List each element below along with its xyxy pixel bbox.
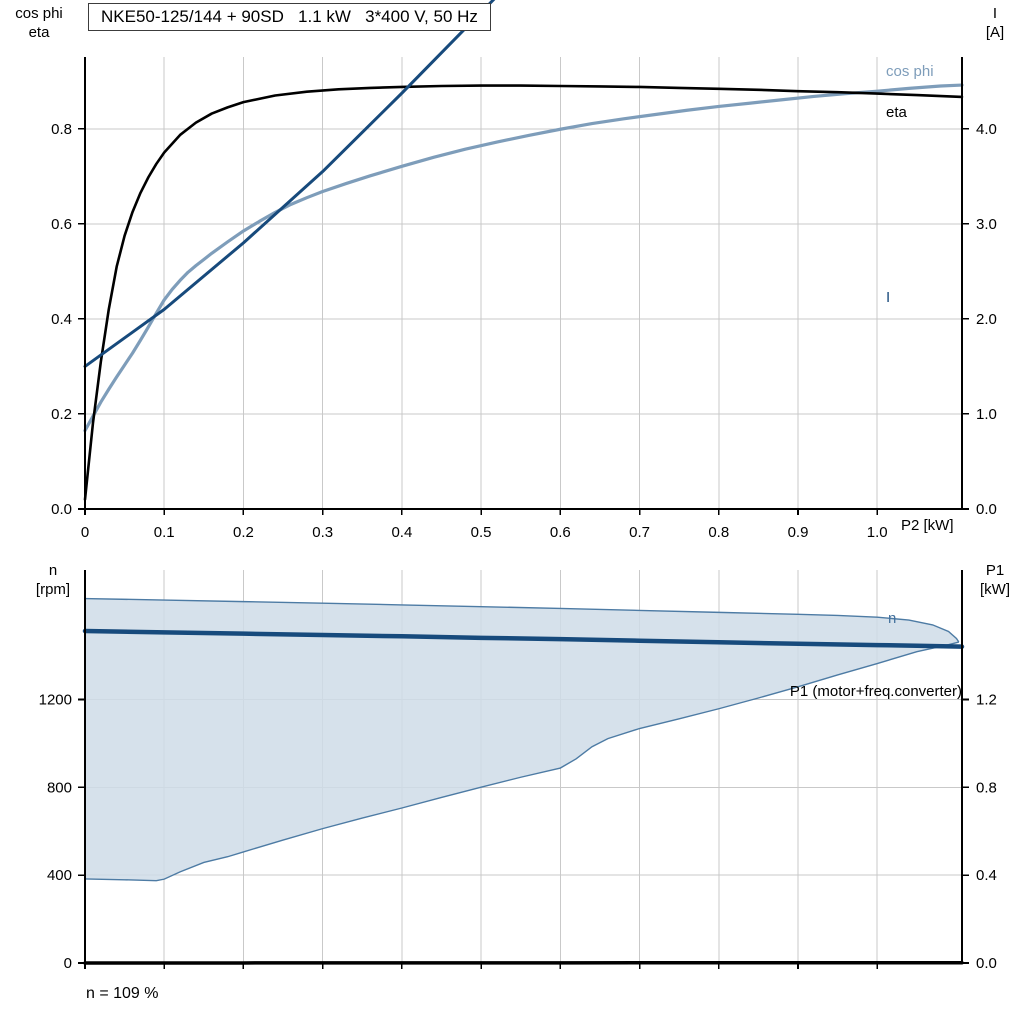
right-tick-label: 0.8 — [976, 779, 997, 796]
left-tick-label: 0.2 — [51, 406, 72, 423]
x-tick-label: 0.8 — [708, 524, 729, 541]
right-tick-label: 1.2 — [976, 692, 997, 709]
current-unit-label: [A] — [985, 23, 1005, 41]
x-tick-label: 0.1 — [154, 524, 175, 541]
bottom-axes — [78, 570, 969, 969]
p1-axis-label: P1 — [985, 562, 1005, 579]
p1-curve-label: P1 (motor+freq.converter) — [789, 683, 962, 700]
speed-axis-label: n — [48, 562, 58, 579]
cosphi-axis-label: cos phi — [15, 5, 63, 22]
speed-percent-caption: n = 109 % — [86, 985, 159, 1002]
left-tick-label: 400 — [47, 867, 72, 884]
speed-curve — [82, 628, 965, 649]
left-tick-label: 0 — [64, 955, 72, 972]
x-tick-label: 0.4 — [391, 524, 412, 541]
top-left-axis-title: cos phi eta — [6, 5, 72, 43]
top-gridlines — [85, 57, 962, 509]
right-tick-label: 0.0 — [976, 501, 997, 518]
left-tick-label: 0.4 — [51, 311, 72, 328]
x-tick-label: 0.2 — [233, 524, 254, 541]
eta-axis-label: eta — [28, 23, 50, 41]
eta-curve-label: eta — [886, 104, 907, 121]
right-tick-label: 1.0 — [976, 406, 997, 423]
right-tick-label: 4.0 — [976, 121, 997, 138]
x-tick-label: 0 — [81, 524, 89, 541]
bottom-panel: 0 400 800 1200 0.0 0.4 0.8 1.2 — [39, 570, 997, 972]
top-axes — [78, 57, 969, 515]
right-tick-label: 0.0 — [976, 955, 997, 972]
speed-control-range-area — [85, 598, 959, 881]
current-axis-label: I — [992, 5, 998, 22]
speed-curve-label: n — [888, 610, 897, 627]
left-tick-label: 0.6 — [51, 216, 72, 233]
cos-phi-curve — [83, 83, 964, 433]
top-right-axis-title: I [A] — [972, 5, 1018, 43]
eta-curve — [83, 84, 964, 501]
right-tick-label: 0.4 — [976, 867, 997, 884]
current-curve — [83, 0, 496, 368]
bottom-right-axis-title: P1 [kW] — [970, 562, 1020, 600]
speed-control-range-upper-bound — [84, 597, 960, 643]
x-tick-label: 0.9 — [788, 524, 809, 541]
chart-title-box: NKE50-125/144 + 90SD 1.1 kW 3*400 V, 50 … — [88, 3, 491, 31]
bottom-left-axis-title: n [rpm] — [22, 562, 84, 600]
left-tick-label: 0.0 — [51, 501, 72, 518]
x-tick-label: 0.5 — [471, 524, 492, 541]
current-curve-label: I — [886, 289, 891, 306]
left-tick-label: 800 — [47, 779, 72, 796]
top-panel: 0 0.1 0.2 0.3 0.4 0.5 0.6 0.7 0.8 0.9 1.0 0.0 0.2 0.4… — [51, 0, 997, 541]
x-tick-label: 0.6 — [550, 524, 571, 541]
left-tick-label: 1200 — [39, 692, 72, 709]
x-tick-label: 0.7 — [629, 524, 650, 541]
right-tick-label: 2.0 — [976, 311, 997, 328]
p1-unit-label: [kW] — [980, 580, 1010, 598]
x-tick-label: 1.0 — [867, 524, 888, 541]
right-tick-label: 3.0 — [976, 216, 997, 233]
left-tick-label: 0.8 — [51, 121, 72, 138]
x-axis-title: P2 [kW] — [901, 517, 954, 534]
x-tick-label: 0.3 — [312, 524, 333, 541]
cosphi-curve-label: cos phi — [886, 63, 934, 80]
speed-control-range-lower-bound — [84, 641, 960, 882]
speed-unit-label: [rpm] — [35, 580, 71, 598]
